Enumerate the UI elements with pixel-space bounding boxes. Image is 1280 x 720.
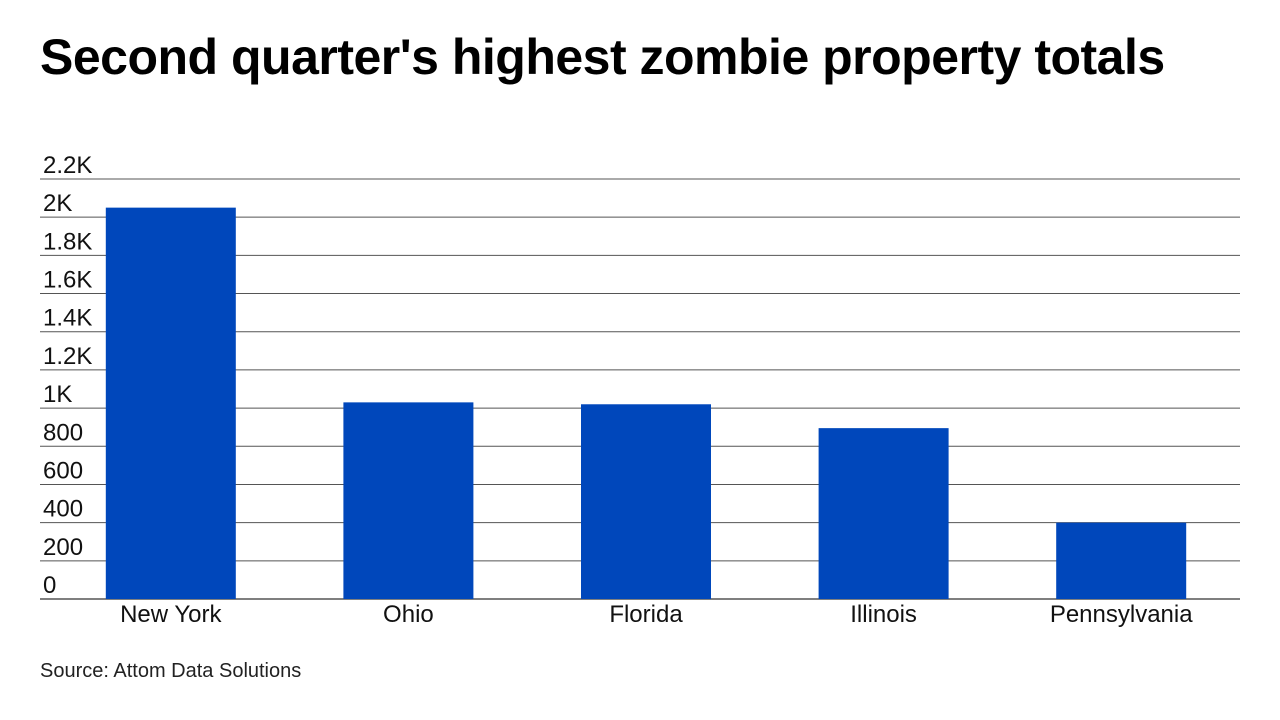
y-tick-label: 200 bbox=[43, 534, 83, 561]
bars bbox=[105, 207, 1187, 600]
y-tick-label: 0 bbox=[43, 572, 56, 599]
x-category-label: Florida bbox=[609, 601, 683, 628]
x-category-label: Ohio bbox=[383, 601, 434, 628]
bar-florida bbox=[581, 404, 711, 599]
y-tick-label: 800 bbox=[43, 419, 83, 446]
chart-title: Second quarter's highest zombie property… bbox=[40, 29, 1165, 85]
source-note: Source: Attom Data Solutions bbox=[40, 660, 302, 682]
x-category-label: New York bbox=[120, 601, 222, 628]
y-tick-label: 1K bbox=[43, 381, 72, 408]
x-category-label: Pennsylvania bbox=[1050, 601, 1193, 628]
y-tick-label: 2.2K bbox=[43, 152, 92, 179]
y-tick-label: 2K bbox=[43, 190, 72, 217]
bar-new-york bbox=[105, 207, 236, 600]
x-axis-categories: New York Ohio Florida Illinois Pennsylvania bbox=[120, 601, 1193, 628]
x-category-label: Illinois bbox=[850, 601, 917, 628]
y-tick-label: 400 bbox=[43, 496, 83, 523]
y-axis-ticks: 0 200 400 600 800 1K 1.2K 1.4K 1.6K 1.8K 2K 2.2K bbox=[43, 152, 92, 599]
y-tick-label: 1.4K bbox=[43, 305, 92, 332]
y-tick-label: 1.2K bbox=[43, 343, 92, 370]
y-tick-label: 1.8K bbox=[43, 228, 92, 255]
bar-ohio bbox=[343, 402, 474, 599]
bar-illinois bbox=[818, 428, 949, 599]
y-tick-label: 1.6K bbox=[43, 267, 92, 294]
bar-pennsylvania bbox=[1056, 522, 1187, 599]
y-tick-label: 600 bbox=[43, 457, 83, 484]
